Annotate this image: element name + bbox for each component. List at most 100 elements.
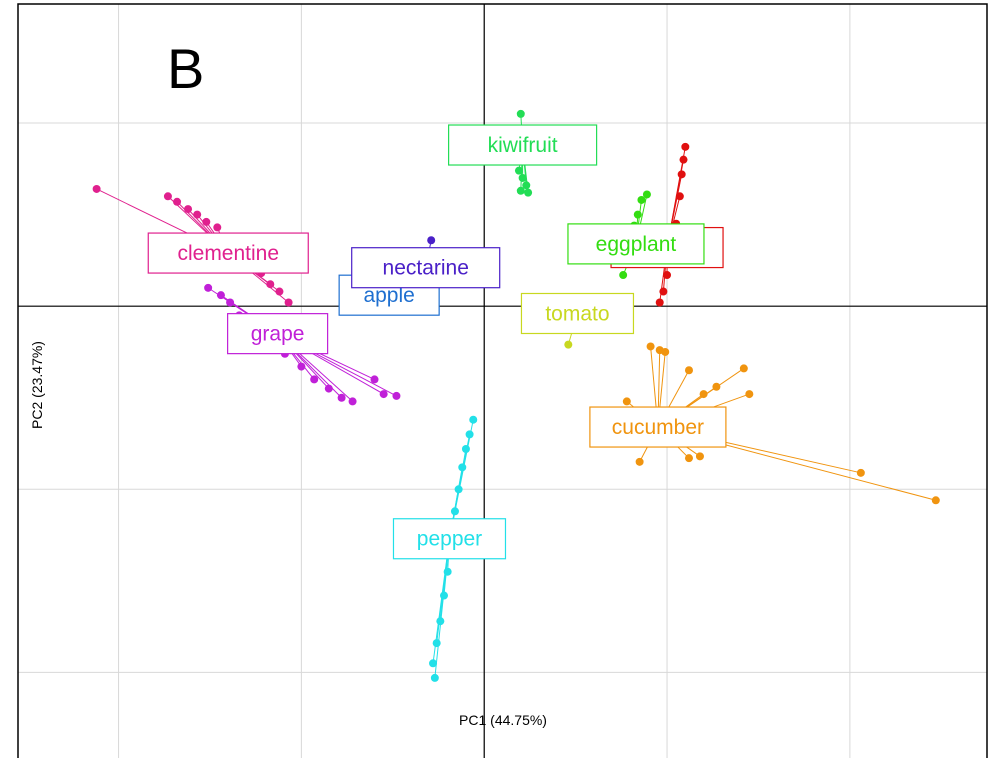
data-point-cherry xyxy=(675,192,684,201)
group-label-clementine: clementine xyxy=(147,232,309,274)
data-point-pepper xyxy=(450,507,459,516)
data-point-grape xyxy=(226,298,235,307)
data-point-clementine xyxy=(275,287,284,296)
data-point-tomato xyxy=(564,340,573,349)
data-point-clementine xyxy=(163,192,172,201)
data-point-pepper xyxy=(432,639,441,648)
group-labels: clementinegrapeapplenectarinekiwifruitch… xyxy=(147,124,727,560)
data-point-grape xyxy=(216,291,225,300)
data-point-grape xyxy=(348,397,357,406)
data-point-grape xyxy=(392,391,401,400)
data-point-grape xyxy=(379,390,388,399)
data-point-eggplant xyxy=(637,195,646,204)
data-point-eggplant xyxy=(619,271,628,280)
panel-letter: B xyxy=(167,37,204,100)
data-point-eggplant xyxy=(633,210,642,219)
data-point-pepper xyxy=(469,415,478,424)
label-box xyxy=(567,223,705,265)
group-label-cucumber: cucumber xyxy=(589,406,727,448)
data-point-grape xyxy=(310,375,319,384)
data-point-cucumber xyxy=(856,468,865,477)
label-box xyxy=(147,232,309,274)
data-point-pepper xyxy=(436,617,445,626)
data-point-clementine xyxy=(173,197,182,206)
data-point-kiwifruit xyxy=(516,109,525,118)
data-point-cucumber xyxy=(661,347,670,356)
label-box xyxy=(448,124,598,166)
data-point-cucumber xyxy=(622,397,631,406)
data-point-pepper xyxy=(443,567,452,576)
label-text-tomato: tomato xyxy=(545,302,609,325)
data-point-clementine xyxy=(284,298,293,307)
label-text-kiwifruit: kiwifruit xyxy=(488,134,558,157)
x-axis-label: PC1 (44.75%) xyxy=(459,712,547,728)
group-label-kiwifruit: kiwifruit xyxy=(448,124,598,166)
data-point-cucumber xyxy=(699,390,708,399)
data-point-kiwifruit xyxy=(524,188,533,197)
label-text-eggplant: eggplant xyxy=(596,233,677,256)
data-point-kiwifruit xyxy=(516,186,525,195)
data-point-cucumber xyxy=(739,364,748,373)
data-point-cucumber xyxy=(695,452,704,461)
data-point-grape xyxy=(297,362,306,371)
data-point-cherry xyxy=(679,155,688,164)
series-pepper xyxy=(429,415,478,682)
data-point-pepper xyxy=(439,591,448,600)
plot-frame xyxy=(17,3,988,758)
data-point-cucumber xyxy=(684,454,693,463)
label-box xyxy=(520,292,635,335)
data-point-clementine xyxy=(193,210,202,219)
data-point-pepper xyxy=(458,463,467,472)
data-point-clementine xyxy=(266,280,275,289)
data-point-clementine xyxy=(184,205,193,214)
grid-lines xyxy=(18,4,987,758)
group-label-pepper: pepper xyxy=(392,518,507,560)
data-point-cucumber xyxy=(931,496,940,505)
star-line xyxy=(434,538,450,678)
data-point-eggplant xyxy=(642,190,651,199)
data-point-pepper xyxy=(430,673,439,682)
data-point-grape xyxy=(324,384,333,393)
data-point-pepper xyxy=(461,445,470,454)
label-text-apple: apple xyxy=(363,284,414,307)
group-label-grape: grape xyxy=(227,313,329,355)
data-point-grape xyxy=(370,375,379,384)
data-point-cherry xyxy=(659,287,668,296)
data-point-cucumber xyxy=(684,366,693,375)
label-box xyxy=(589,406,727,448)
data-point-pepper xyxy=(454,485,463,494)
data-point-cucumber xyxy=(745,390,754,399)
data-point-kiwifruit xyxy=(518,173,527,182)
label-text-grape: grape xyxy=(251,323,305,346)
data-point-cherry xyxy=(655,298,664,307)
label-text-cucumber: cucumber xyxy=(612,416,704,439)
group-label-nectarine: nectarine xyxy=(351,247,501,289)
data-point-grape xyxy=(204,283,213,292)
data-point-nectarine xyxy=(427,236,436,245)
label-text-clementine: clementine xyxy=(177,242,279,265)
axis-zero-lines xyxy=(18,4,987,758)
label-text-nectarine: nectarine xyxy=(383,257,469,280)
group-series xyxy=(92,109,940,682)
data-point-kiwifruit xyxy=(522,181,531,190)
data-point-cherry xyxy=(663,271,672,280)
data-point-clementine xyxy=(92,184,101,193)
data-point-kiwifruit xyxy=(514,166,523,175)
data-point-cherry xyxy=(677,170,686,179)
label-text-pepper: pepper xyxy=(417,528,482,551)
group-label-tomato: tomato xyxy=(520,292,635,335)
label-box xyxy=(227,313,329,355)
group-label-eggplant: eggplant xyxy=(567,223,705,265)
data-point-grape xyxy=(337,393,346,402)
data-point-pepper xyxy=(429,659,438,668)
data-point-cucumber xyxy=(646,342,655,351)
data-point-pepper xyxy=(465,430,474,439)
data-point-clementine xyxy=(213,223,222,232)
label-box xyxy=(392,518,507,560)
data-point-cucumber xyxy=(635,457,644,466)
y-axis-label: PC2 (23.47%) xyxy=(29,341,45,429)
data-point-cherry xyxy=(681,142,690,151)
data-point-cucumber xyxy=(712,382,721,391)
label-box xyxy=(351,247,501,289)
